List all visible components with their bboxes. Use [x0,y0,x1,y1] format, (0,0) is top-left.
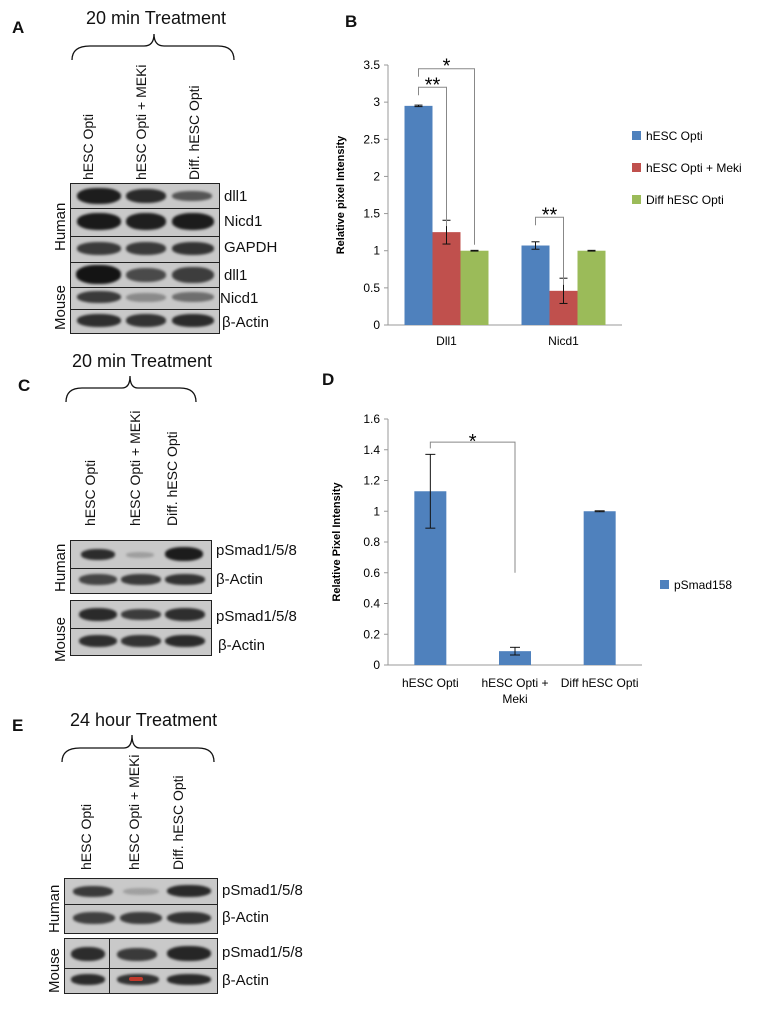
panel-a-band-label-actin-mouse: β-Actin [222,314,269,331]
panel-e-treatment-title: 24 hour Treatment [70,710,218,730]
panel-a-band-label-dll1-mouse: dll1 [224,267,248,284]
panel-letter-e: E [12,716,24,735]
x-tick-label-cont: Meki [502,692,527,706]
bar [577,250,606,325]
x-tick-label: Diff hESC Opti [561,676,639,690]
y-axis-label: Relative Pixel Intensity [331,482,343,602]
panel-c-lane-label-1: hESC Opti [82,459,98,526]
panel-a-lane-label-1: hESC Opti [80,113,96,180]
sig-dll1-blue-red-label: ** [425,74,441,96]
panel-e-brace [61,734,215,763]
y-tick-label: 1 [373,504,380,518]
x-tick-label: hESC Opti [402,676,459,690]
panel-e-band-label-psmad-mouse: pSmad1/5/8 [222,944,303,961]
y-tick-label: 0 [373,658,380,672]
panel-a-mouse-blot [70,262,220,334]
legend-swatch [632,163,641,172]
legend-label: hESC Opti + Meki [646,161,742,175]
panel-e-species-human: Human [46,884,63,933]
bar [460,250,489,325]
panel-c-band-label-actin-human: β-Actin [216,571,263,588]
panel-a-species-mouse: Mouse [52,284,69,330]
bar [404,105,433,325]
panel-letter-b: B [345,12,358,31]
y-tick-label: 1.4 [363,443,380,457]
y-axis-label: Relative pixel Intensity [335,135,347,254]
panel-e-lane-label-1: hESC Opti [78,803,94,870]
panel-e-lane-label-3: Diff. hESC Opti [170,775,186,870]
y-tick-label: 1.5 [363,207,380,221]
y-tick-label: 3 [373,95,380,109]
panel-a-band-label-nicd1-mouse: Nicd1 [220,290,259,307]
panel-c-band-label-psmad-human: pSmad1/5/8 [216,542,297,559]
panel-letter-d: D [322,370,335,389]
y-tick-label: 1.2 [363,474,380,488]
panel-c-brace [65,375,197,403]
sig-nicd1-blue-red-label: ** [542,204,558,226]
y-tick-label: 0.8 [363,535,380,549]
panel-a-species-human: Human [52,202,69,251]
y-tick-label: 3.5 [363,58,380,72]
sig-dll1-blue-red-bracket [418,86,447,227]
legend-swatch [660,580,669,589]
y-tick-label: 2 [373,169,380,183]
x-tick-label: Dll1 [436,334,457,348]
panel-e-mouse-blot [64,938,218,994]
legend-swatch [632,195,641,204]
panel-e-band-label-actin-mouse: β-Actin [222,972,269,989]
sig-label: * [469,431,477,453]
sig-dll1-blue-green-label: * [443,56,451,78]
sig-bracket [429,441,516,573]
y-tick-label: 0.6 [363,566,380,580]
panel-c-lane-label-3: Diff. hESC Opti [164,431,180,526]
legend-label: hESC Opti [646,129,703,143]
panel-c-treatment-title: 20 min Treatment [72,351,213,371]
panel-e-species-mouse: Mouse [46,947,63,993]
chart-d: 0 0.2 0.4 0.6 0.8 1 1.2 1.4 1.6 Relative Pixel In… [331,412,732,706]
panel-a-brace [71,33,235,61]
legend-swatch [632,131,641,140]
panel-letter-a: A [12,18,25,37]
panel-c-species-human: Human [52,543,69,592]
panel-a-human-blot [70,183,220,263]
panel-c-lane-label-2: hESC Opti + MEKi [127,410,143,526]
sig-dll1-blue-green-bracket [418,68,475,245]
chart-b: 0 0.5 1 1.5 2 2.5 3 3.5 Relative pixel Intensity… [335,56,742,348]
panel-c-human-blot [70,540,212,594]
sig-nicd1-blue-red-bracket [535,216,564,285]
legend-label: Diff hESC Opti [646,193,724,207]
y-tick-label: 0.2 [363,627,380,641]
panel-a-band-label-nicd1-human: Nicd1 [224,213,263,230]
x-tick-label: hESC Opti + [481,676,548,690]
panel-c-band-label-actin-mouse: β-Actin [218,637,265,654]
bar [583,511,616,665]
y-tick-label: 0.5 [363,281,380,295]
bar [521,245,550,325]
x-tick-label: Nicd1 [548,334,579,348]
panel-c-species-mouse: Mouse [52,616,69,662]
panel-e-band-label-psmad-human: pSmad1/5/8 [222,882,303,899]
panel-e-band-label-actin-human: β-Actin [222,909,269,926]
panel-c-band-label-psmad-mouse: pSmad1/5/8 [216,608,297,625]
y-tick-label: 0 [373,318,380,332]
y-tick-label: 1 [373,244,380,258]
y-tick-label: 0.4 [363,597,380,611]
bar [432,232,461,325]
panel-a-band-label-gapdh: GAPDH [224,239,278,256]
panel-a-lane-label-3: Diff. hESC Opti [186,85,202,180]
panel-a-treatment-title: 20 min Treatment [86,8,227,28]
panel-a-band-label-dll1-human: dll1 [224,188,248,205]
panel-letter-c: C [18,376,31,395]
legend-label: pSmad158 [674,578,732,592]
y-tick-label: 1.6 [363,412,380,426]
panel-e-human-blot [64,878,218,934]
y-tick-label: 2.5 [363,132,380,146]
panel-e-lane-label-2: hESC Opti + MEKi [126,754,142,870]
panel-c-mouse-blot [70,600,212,656]
panel-a-lane-label-2: hESC Opti + MEKi [133,64,149,180]
bar [499,651,531,665]
